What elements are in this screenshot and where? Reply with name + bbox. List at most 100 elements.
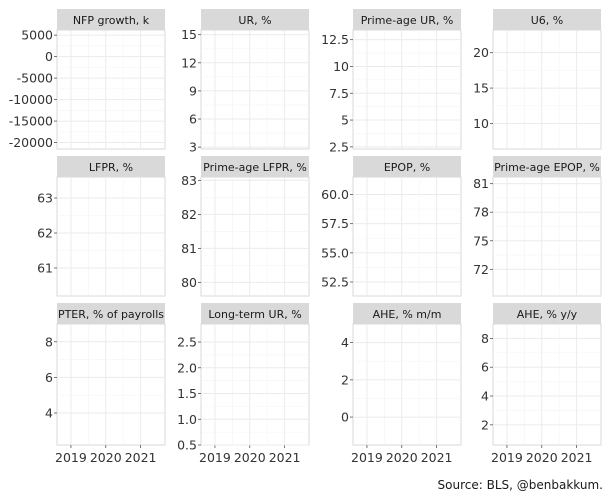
y-tick-label: 5000 [21, 28, 53, 43]
panel-10: Long-term UR, % 2019 2020 2021 2.5 2.0 1.5 1.0 0… [177, 303, 310, 465]
panel-strip [493, 9, 601, 30]
y-tick-label: 4 [481, 389, 489, 404]
y-tick-label: 9 [189, 83, 197, 98]
y-tick-label: 8 [45, 334, 53, 349]
panel-strip [353, 156, 461, 177]
panel-3: Prime-age UR, % 12.5 10 7.5 5 2.5 [321, 9, 462, 154]
y-tick-label: 2 [341, 372, 349, 387]
y-tick-label: 0 [341, 410, 349, 425]
y-tick-label: 5 [341, 113, 349, 128]
x-tick-label: 2020 [386, 450, 418, 465]
x-tick-label: 2020 [90, 450, 122, 465]
y-tick-label: 7.5 [329, 86, 349, 101]
y-tick-label: 2.5 [177, 335, 197, 350]
panel-area [352, 29, 462, 150]
panel-area [200, 176, 310, 297]
y-tick-label: 63 [37, 191, 53, 206]
panel-area [352, 323, 462, 446]
y-tick-label: 72 [473, 262, 489, 277]
panel-strip [493, 156, 601, 177]
y-tick-label: 12 [181, 55, 197, 70]
panel-title: AHE, % m/m [373, 308, 442, 321]
y-tick-label: 81 [181, 241, 197, 256]
panel-area [492, 176, 602, 297]
y-tick-label: 6 [45, 370, 53, 385]
y-tick-label: 8 [481, 331, 489, 346]
y-tick-label: 82 [181, 207, 197, 222]
y-tick-label: 52.5 [321, 275, 349, 290]
panel-11: AHE, % m/m 2019 2020 2021 4 2 0 [341, 303, 462, 465]
y-tick-label: 15 [181, 27, 197, 42]
x-tick-label: 2021 [269, 450, 301, 465]
y-tick-label: 81 [473, 176, 489, 191]
y-tick-label: 0.5 [177, 438, 197, 453]
x-tick-label: 2020 [526, 450, 558, 465]
panel-title: U6, % [531, 14, 564, 27]
y-tick-label: 6 [481, 360, 489, 375]
x-tick-label: 2019 [199, 450, 231, 465]
y-tick-label: 3 [189, 140, 197, 155]
panel-title: UR, % [238, 14, 271, 27]
y-tick-label: 20 [473, 45, 489, 60]
panel-strip [353, 9, 461, 30]
y-tick-label: 1.0 [177, 412, 197, 427]
panel-strip [57, 156, 165, 177]
x-tick-label: 2020 [234, 450, 266, 465]
panel-strip [201, 156, 309, 177]
panel-7: EPOP, % 60.0 57.5 55.0 52.5 [321, 156, 462, 297]
panel-area [56, 176, 166, 297]
y-tick-label: 2.5 [329, 139, 349, 154]
panel-title: NFP growth, k [73, 14, 150, 27]
panel-title: LFPR, % [89, 161, 133, 174]
y-tick-label: 4 [341, 335, 349, 350]
panel-title: Prime-age LFPR, % [203, 161, 307, 174]
y-tick-label: 10 [473, 116, 489, 131]
panel-8: Prime-age EPOP, % 81 78 75 72 [473, 156, 602, 297]
y-tick-label: 62 [37, 226, 53, 241]
panel-strip [493, 303, 601, 324]
panel-4: U6, % 20 15 10 [473, 9, 602, 150]
panel-area [56, 29, 166, 150]
y-tick-label: 10 [333, 59, 349, 74]
panel-strip [57, 303, 165, 324]
y-tick-label: -5000 [17, 71, 53, 86]
y-tick-label: 15 [473, 81, 489, 96]
x-tick-label: 2019 [491, 450, 523, 465]
panel-area [352, 176, 462, 297]
x-tick-label: 2021 [421, 450, 453, 465]
panel-title: Prime-age UR, % [361, 14, 454, 27]
x-tick-label: 2019 [351, 450, 383, 465]
y-tick-label: -20000 [9, 135, 53, 150]
y-tick-label: 57.5 [321, 216, 349, 231]
y-tick-label: 1.5 [177, 386, 197, 401]
panel-1: NFP growth, k 5000 0 -5000 -10000 -15000 -2000… [9, 9, 166, 150]
panel-area [200, 323, 310, 446]
source-caption: Source: BLS, @benbakkum. [437, 478, 603, 492]
y-tick-label: 4 [45, 405, 53, 420]
panel-area [492, 29, 602, 150]
y-tick-label: 2 [481, 417, 489, 432]
y-tick-label: 55.0 [321, 245, 349, 260]
y-tick-label: 75 [473, 233, 489, 248]
y-tick-label: -15000 [9, 114, 53, 129]
panel-title: Prime-age EPOP, % [494, 161, 600, 174]
panel-strip [57, 9, 165, 30]
panel-strip [201, 9, 309, 30]
panel-9: PTER, % of payrolls 2019 2020 2021 8 6 4 [45, 303, 166, 465]
panel-strip [201, 303, 309, 324]
panel-area [200, 29, 310, 150]
y-tick-label: 61 [37, 261, 53, 276]
y-tick-label: 12.5 [321, 32, 349, 47]
y-tick-label: -10000 [9, 92, 53, 107]
x-tick-label: 2021 [561, 450, 593, 465]
panel-2: UR, % 15 12 9 6 3 [181, 9, 310, 155]
y-tick-label: 2.0 [177, 360, 197, 375]
panel-title: Long-term UR, % [208, 308, 301, 321]
panel-6: Prime-age LFPR, % 83 82 81 80 [181, 156, 310, 297]
panel-title: EPOP, % [384, 161, 430, 174]
panel-strip [353, 303, 461, 324]
y-tick-label: 80 [181, 275, 197, 290]
x-tick-label: 2021 [125, 450, 157, 465]
panel-area [56, 323, 166, 446]
